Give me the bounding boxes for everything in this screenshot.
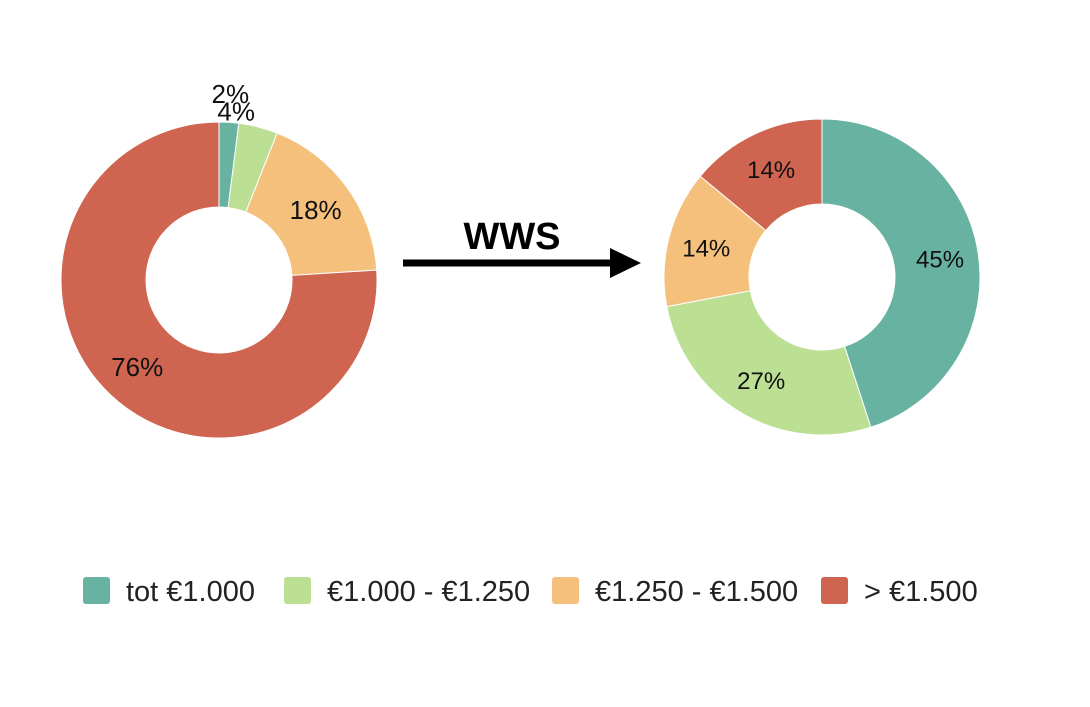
legend-label: €1.000 - €1.250 (327, 576, 530, 608)
legend-swatch (821, 577, 848, 604)
slice-label: 27% (737, 368, 785, 395)
donut-chart-after: 45% 27% 14% 14% (663, 118, 981, 436)
donut-slice-eur1-500 (60, 121, 378, 439)
legend-label: €1.250 - €1.500 (595, 576, 798, 608)
legend: tot €1.000 €1.000 - €1.250 €1.250 - €1.500… (83, 576, 978, 608)
donut-slice-eur1-500 (699, 118, 823, 232)
donut-slice-tot-eur1-000 (821, 118, 981, 428)
legend-label: > €1.500 (864, 576, 978, 608)
slice-label: 4% (217, 97, 255, 127)
arrow-label: WWS (463, 216, 560, 258)
slice-label: 2% (212, 79, 250, 109)
arrow-head-icon (610, 248, 641, 278)
donut-slice-eur1-250-eur1-500 (245, 132, 378, 276)
donut-slice-eur1-000-eur1-250 (666, 290, 872, 436)
donut-chart-before: 2%4% 18% 76% (60, 79, 378, 439)
legend-label: tot €1.000 (126, 576, 255, 608)
slice-label: 14% (682, 235, 730, 262)
slice-label: 45% (916, 246, 964, 273)
legend-swatch (83, 577, 110, 604)
slice-label: 14% (747, 157, 795, 184)
legend-swatch (284, 577, 311, 604)
slice-label: 76% (111, 352, 163, 382)
legend-swatch (552, 577, 579, 604)
transition-arrow: WWS (403, 216, 641, 278)
slice-label: 18% (290, 195, 342, 225)
